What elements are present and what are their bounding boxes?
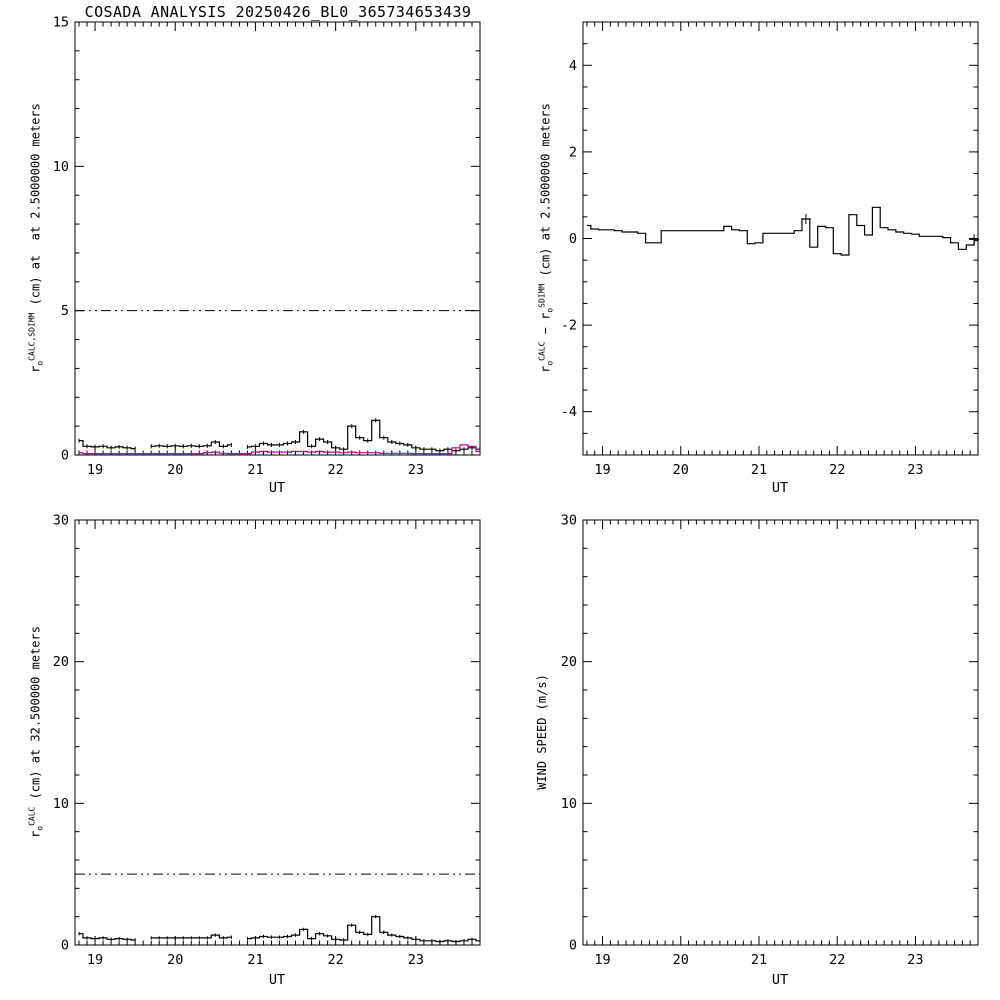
x-tick-label: 23 (408, 952, 424, 968)
xlabel-ut-bottom-right: UT (771, 972, 789, 988)
plot-r0-calc-32p5m: 19 20 21 22 23 0 10 20 30 (53, 513, 481, 968)
series-r0-sdimm-magenta- (79, 444, 480, 455)
series-r0-calc-at-32-5-m (79, 916, 480, 943)
y-tick-label: 10 (53, 796, 69, 812)
x-tick-label: 20 (673, 952, 689, 968)
figure-title: COSADA ANALYSIS 20250426_BL0_36573465343… (84, 3, 472, 21)
y-tick-label: -2 (561, 318, 577, 334)
ylabel-r0-calc-32m: roCALC (cm) at 32.500000 meters (27, 626, 45, 838)
error-bars (78, 418, 480, 453)
x-tick-label: 19 (87, 462, 103, 478)
series-r0-calc-r0-sdimm (586, 206, 978, 256)
y-tick-label: 0 (61, 938, 69, 954)
x-tick-label: 22 (328, 952, 344, 968)
x-tick-label: 20 (167, 952, 183, 968)
ylabel-wind-speed: WIND SPEED (m/s) (535, 674, 549, 790)
x-tick-label: 23 (907, 462, 923, 478)
y-tick-label: -4 (561, 404, 577, 420)
plot-r0-calc-sdimm-2p5m: 19 20 21 22 23 0 5 10 15 (53, 15, 481, 478)
x-tick-label: 19 (87, 952, 103, 968)
y-tick-label: 10 (53, 159, 69, 175)
x-tick-label: 19 (594, 952, 610, 968)
x-tick-label: 22 (328, 462, 344, 478)
y-tick-label: 10 (561, 796, 577, 812)
y-tick-label: 15 (53, 15, 69, 31)
y-tick-label: 20 (561, 654, 577, 670)
y-tick-label: 20 (53, 654, 69, 670)
y-tick-label: 30 (53, 513, 69, 529)
x-tick-label: 22 (829, 952, 845, 968)
plus-marker (800, 214, 811, 225)
y-tick-label: 4 (569, 58, 577, 74)
ylabel-r0-calc-sdimm: roCALC,SDIMM (cm) at at 2.5000000 meters (27, 103, 45, 373)
y-tick-label: 30 (561, 513, 577, 529)
plus-marker (969, 234, 980, 245)
x-tick-label: 21 (751, 462, 767, 478)
xlabel-ut-top-right: UT (771, 480, 789, 496)
plot-r0-calc-minus-sdimm-2p5m: 19 20 21 22 23 -4 -2 0 2 4 (561, 21, 980, 478)
x-tick-label: 21 (751, 952, 767, 968)
y-tick-label: 5 (61, 303, 69, 319)
x-tick-label: 21 (247, 462, 263, 478)
ylabel-r0-difference: roCALC − roSDIMM (cm) at 2.5000000 meter… (537, 103, 555, 373)
x-tick-label: 20 (673, 462, 689, 478)
x-tick-label: 19 (594, 462, 610, 478)
x-tick-label: 23 (907, 952, 923, 968)
x-tick-label: 21 (247, 952, 263, 968)
y-tick-label: 0 (61, 448, 69, 464)
x-tick-label: 22 (829, 462, 845, 478)
x-tick-label: 20 (167, 462, 183, 478)
error-bars (78, 915, 480, 944)
y-tick-label: 2 (569, 144, 577, 160)
xlabel-ut-top-left: UT (268, 480, 286, 496)
x-tick-label: 23 (408, 462, 424, 478)
y-tick-label: 0 (569, 231, 577, 247)
y-tick-label: 0 (569, 938, 577, 954)
plot-wind-speed: 19 20 21 22 23 0 10 20 30 (561, 513, 979, 968)
xlabel-ut-bottom-left: UT (268, 972, 286, 988)
